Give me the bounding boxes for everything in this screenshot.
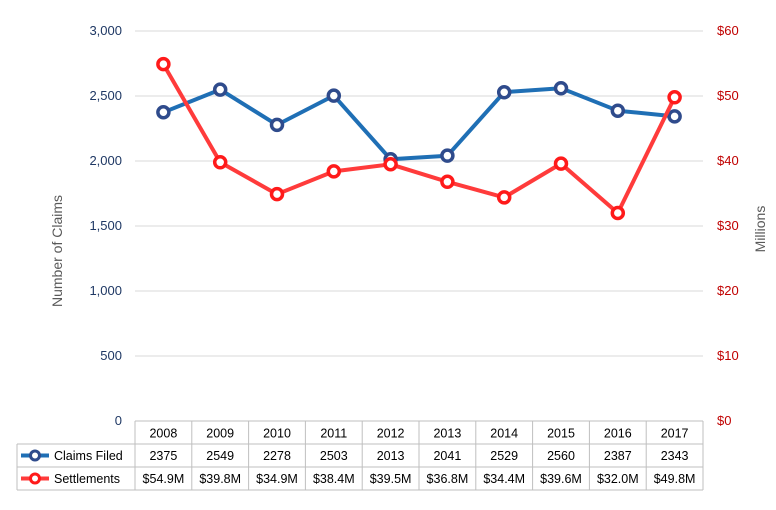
series-lines xyxy=(156,56,682,221)
settlements-data-label: $36.8M xyxy=(427,472,469,486)
claims-filed-point xyxy=(326,88,342,103)
settlements-point xyxy=(610,205,626,221)
settlements-point xyxy=(383,157,398,172)
settlements-legend-label: Settlements xyxy=(54,472,120,486)
claims-filed-point xyxy=(212,82,228,97)
category-label: 2009 xyxy=(206,427,234,441)
settlements-point xyxy=(212,155,228,170)
settlements-data-label: $39.5M xyxy=(370,472,412,486)
category-label: 2010 xyxy=(263,427,291,441)
settlements-data-label: $32.0M xyxy=(597,472,639,486)
settlements-data-label: $38.4M xyxy=(313,472,355,486)
left-axis-title: Number of Claims xyxy=(49,195,65,307)
category-label: 2012 xyxy=(377,427,405,441)
claims-filed-point xyxy=(610,103,626,118)
claims-filed-data-label: 2560 xyxy=(547,449,575,463)
left-tick-label: 0 xyxy=(115,413,122,428)
category-label: 2015 xyxy=(547,427,575,441)
claims-filed-data-label: 2387 xyxy=(604,449,632,463)
gridlines xyxy=(135,30,703,357)
claims-filed-data-label: 2549 xyxy=(206,449,234,463)
settlements-data-label: $39.8M xyxy=(199,472,241,486)
settlements-point xyxy=(553,156,569,171)
claims-filed-data-label: 2278 xyxy=(263,449,291,463)
category-label: 2013 xyxy=(433,427,461,441)
claims-filed-point xyxy=(496,84,512,100)
category-label: 2017 xyxy=(661,427,689,441)
claims-filed-point xyxy=(553,80,569,96)
claims-filed-point xyxy=(156,105,171,120)
settlements-point xyxy=(326,164,342,179)
right-tick-label: $20 xyxy=(717,283,739,298)
settlements-legend-marker xyxy=(29,472,41,485)
right-axis-title: Millions xyxy=(752,206,768,253)
claims-filed-legend-label: Claims Filed xyxy=(54,449,123,463)
right-tick-label: $30 xyxy=(717,218,739,233)
right-tick-label: $50 xyxy=(717,88,739,103)
settlements-data-label: $54.9M xyxy=(143,472,185,486)
claims-filed-data-label: 2503 xyxy=(320,449,348,463)
left-tick-label: 1,500 xyxy=(89,218,122,233)
right-tick-label: $40 xyxy=(717,153,739,168)
claims-filed-data-label: 2529 xyxy=(490,449,518,463)
claims-filed-point xyxy=(440,148,455,163)
claims-filed-legend-marker xyxy=(29,449,41,462)
left-tick-label: 2,000 xyxy=(89,153,122,168)
category-label: 2014 xyxy=(490,427,518,441)
data-table: 2008 2009 2010 2011 2012 2013 2014 2015 2016 2017… xyxy=(16,420,704,491)
claims-filed-data-label: 2013 xyxy=(377,449,405,463)
right-axis-ticks: $0 $10 $20 $30 $40 $50 $60 xyxy=(717,23,739,428)
settlements-point xyxy=(269,186,285,202)
category-label: 2008 xyxy=(149,427,177,441)
settlements-line xyxy=(161,63,677,215)
right-tick-label: $60 xyxy=(717,23,739,38)
category-label: 2011 xyxy=(320,427,347,441)
left-tick-label: 3,000 xyxy=(89,23,122,38)
settlements-data-label: $34.9M xyxy=(256,472,298,486)
claims-filed-data-label: 2375 xyxy=(149,449,177,463)
left-tick-label: 1,000 xyxy=(89,283,122,298)
settlements-data-label: $39.6M xyxy=(540,472,582,486)
category-label: 2016 xyxy=(604,427,632,441)
claims-filed-point xyxy=(667,109,682,124)
settlements-point xyxy=(440,174,455,190)
claims-filed-point xyxy=(269,117,285,133)
settlements-point xyxy=(496,190,512,205)
claims-filed-line xyxy=(162,86,675,162)
left-tick-label: 2,500 xyxy=(89,88,122,103)
settlements-data-label: $34.4M xyxy=(483,472,525,486)
right-tick-label: $10 xyxy=(717,348,739,363)
right-tick-label: $0 xyxy=(717,413,731,428)
settlements-point xyxy=(667,90,682,105)
claims-filed-data-label: 2041 xyxy=(433,449,461,463)
left-tick-label: 500 xyxy=(100,348,122,363)
settlements-point xyxy=(156,56,171,72)
left-axis-ticks: 0 500 1,000 1,500 2,000 2,500 3,000 xyxy=(89,23,122,428)
settlements-data-label: $49.8M xyxy=(654,472,696,486)
claims-filed-data-label: 2343 xyxy=(661,449,689,463)
